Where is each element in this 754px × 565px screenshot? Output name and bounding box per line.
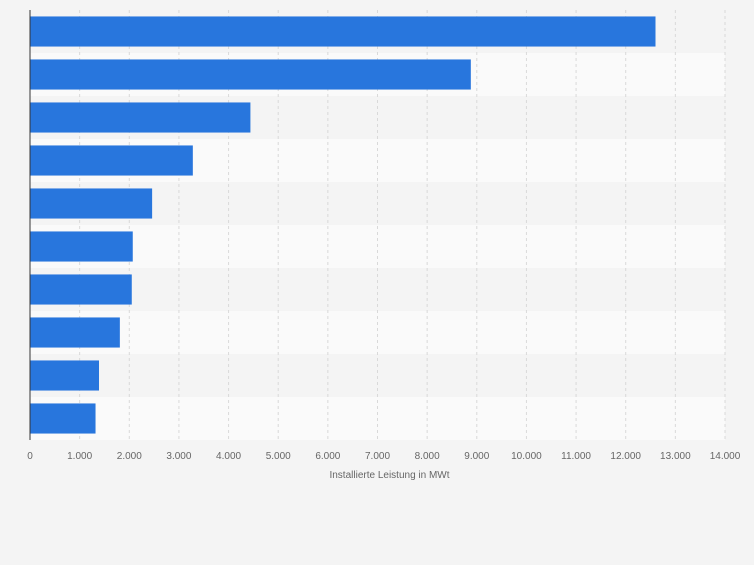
x-tick-label: 6.000 bbox=[315, 451, 340, 462]
bar[interactable] bbox=[30, 145, 193, 176]
bar[interactable] bbox=[30, 231, 133, 262]
x-tick-label: 11.000 bbox=[561, 451, 591, 462]
x-tick-label: 8.000 bbox=[415, 451, 440, 462]
bar[interactable] bbox=[30, 188, 153, 219]
x-tick-label: 0 bbox=[27, 451, 33, 462]
bar[interactable] bbox=[30, 360, 100, 391]
x-axis-label: Installierte Leistung in MWt bbox=[329, 470, 449, 481]
x-tick-label: 9.000 bbox=[464, 451, 489, 462]
x-tick-label: 10.000 bbox=[511, 451, 542, 462]
x-tick-label: 4.000 bbox=[216, 451, 241, 462]
x-tick-labels: 0 1.000 2.000 3.000 4.000 5.000 6.000 7.000 8.00… bbox=[27, 451, 741, 462]
x-tick-label: 13.000 bbox=[660, 451, 691, 462]
x-tick-label: 7.000 bbox=[365, 451, 390, 462]
bar[interactable] bbox=[30, 274, 132, 305]
x-tick-label: 3.000 bbox=[166, 451, 191, 462]
bars bbox=[30, 16, 656, 434]
bar[interactable] bbox=[30, 403, 96, 434]
x-tick-label: 1.000 bbox=[67, 451, 92, 462]
bar[interactable] bbox=[30, 102, 251, 133]
x-tick-label: 14.000 bbox=[710, 451, 741, 462]
x-tick-label: 12.000 bbox=[610, 451, 641, 462]
bar[interactable] bbox=[30, 16, 656, 47]
bar[interactable] bbox=[30, 59, 471, 90]
x-tick-label: 5.000 bbox=[266, 451, 291, 462]
x-tick-label: 2.000 bbox=[117, 451, 142, 462]
bar[interactable] bbox=[30, 317, 120, 348]
